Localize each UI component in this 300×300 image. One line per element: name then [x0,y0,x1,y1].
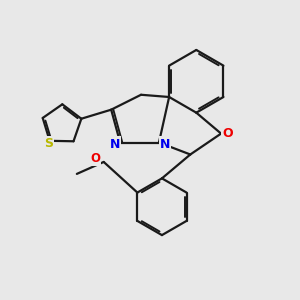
Text: O: O [90,152,100,165]
Text: N: N [160,137,170,151]
Text: O: O [222,127,233,140]
Text: N: N [110,137,120,151]
Text: S: S [44,137,53,150]
